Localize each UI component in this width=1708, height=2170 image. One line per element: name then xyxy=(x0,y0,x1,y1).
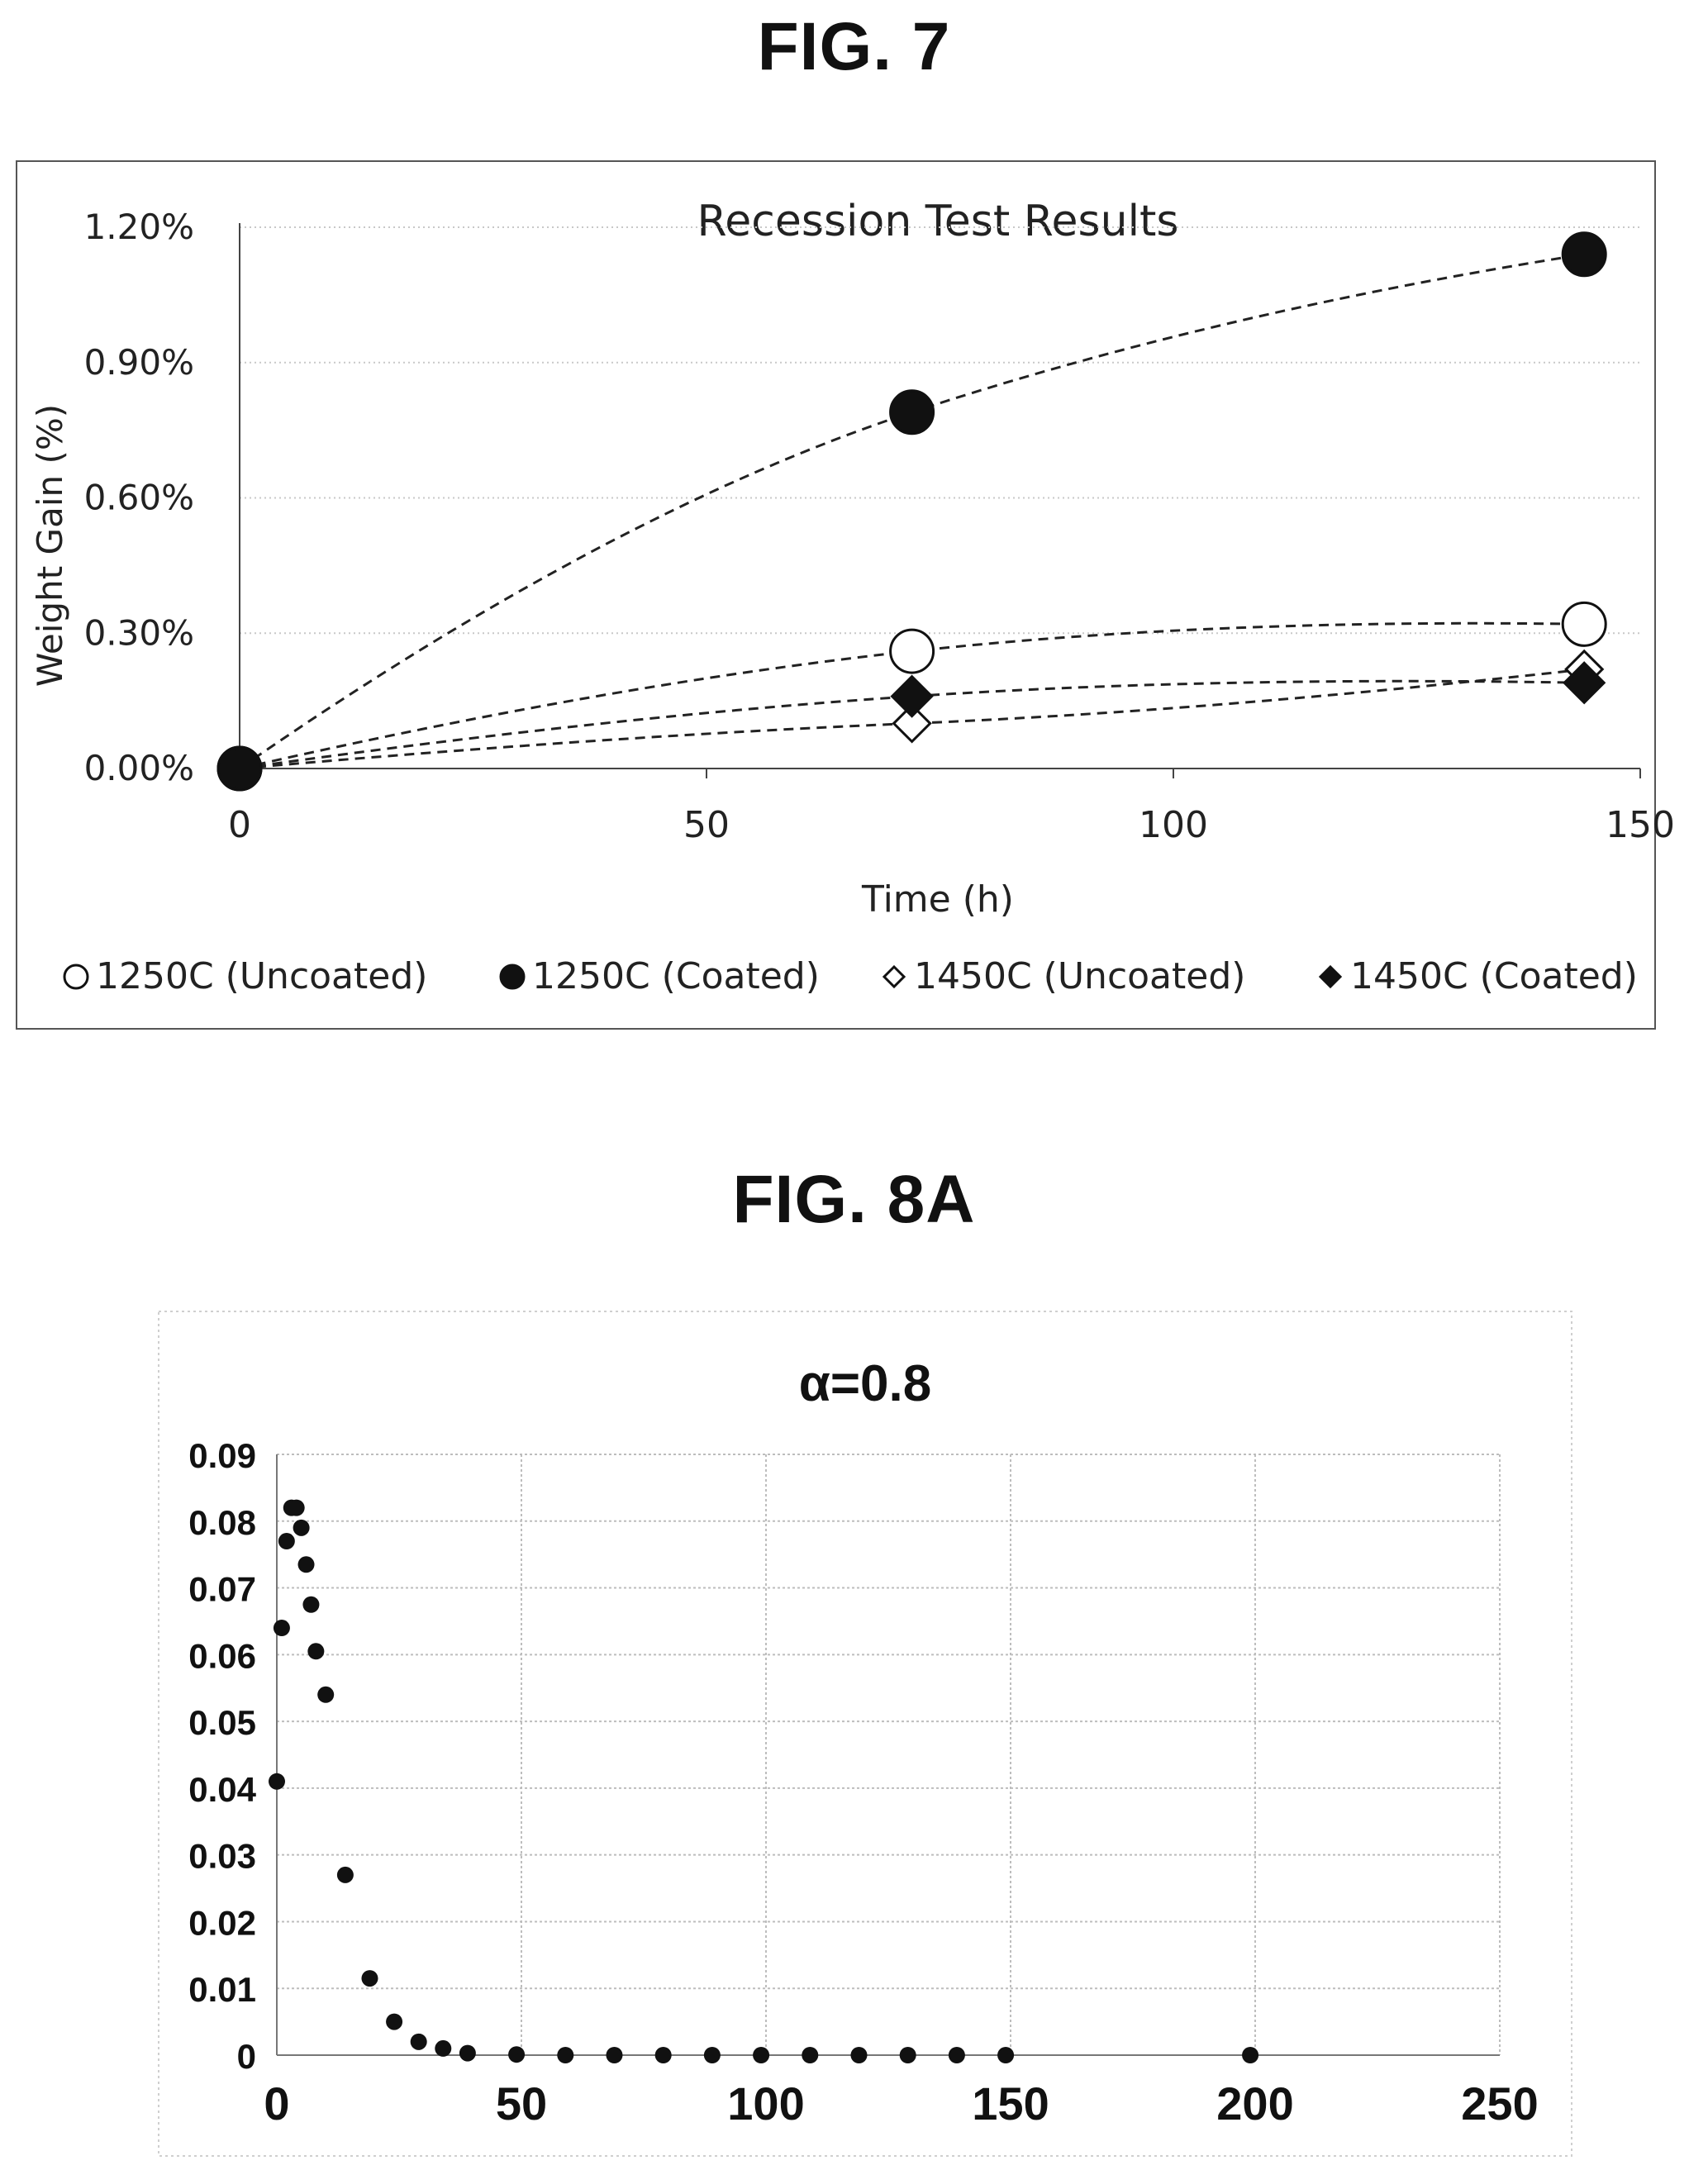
figure-8a-title: FIG. 8A xyxy=(732,1162,976,1237)
marker-series-0-point-2 xyxy=(1561,601,1607,647)
y-tick-label: 0.30% xyxy=(84,612,194,653)
legend-marker-0 xyxy=(63,964,89,990)
marker-series-2-point-1 xyxy=(892,703,932,744)
chart-title: Recession Test Results xyxy=(697,197,1179,246)
marker-series-1-point-1 xyxy=(889,389,935,435)
marker-series-3-point-2 xyxy=(1563,661,1606,705)
marker-series-1-point-2 xyxy=(1561,231,1607,278)
y-axis-label: Weight Gain (%) xyxy=(30,404,70,687)
marker-series-0-point-1 xyxy=(889,628,935,674)
legend-marker-1 xyxy=(499,964,526,990)
legend-label-0: 1250C (Uncoated) xyxy=(96,955,427,997)
trendline-series-2 xyxy=(239,668,1585,770)
x-tick-label: 0 xyxy=(228,804,251,846)
legend-marker-2 xyxy=(882,964,906,989)
legend-marker-3 xyxy=(1318,964,1343,989)
marker-series-3-point-1 xyxy=(890,674,934,718)
axes: 0.00% 0.30% 0.60% 0.90% 1.20% 0 50 100 150 xyxy=(84,207,1675,846)
y-tick-label: 1.20% xyxy=(84,207,194,247)
gridlines xyxy=(240,226,1640,635)
x-tick-label: 100 xyxy=(1139,804,1208,846)
y-tick-label: 0.60% xyxy=(84,478,194,518)
x-tick-label: 150 xyxy=(1606,804,1675,846)
legend: 1250C (Uncoated) 1250C (Coated) 1450C (Unc… xyxy=(63,955,1638,997)
chart-frame xyxy=(16,160,1656,1030)
legend-label-1: 1250C (Coated) xyxy=(532,955,820,997)
y-tick-label: 0.00% xyxy=(84,748,194,788)
legend-label-2: 1450C (Uncoated) xyxy=(914,955,1245,997)
y-tick-label: 0.90% xyxy=(84,342,194,383)
x-axis-label: Time (h) xyxy=(861,878,1014,921)
legend-label-3: 1450C (Coated) xyxy=(1350,955,1638,997)
figure-7-title: FIG. 7 xyxy=(757,9,951,84)
trendline-series-3 xyxy=(239,679,1585,770)
data-markers xyxy=(216,231,1607,792)
marker-series-3-point-0 xyxy=(217,746,262,791)
x-tick-label: 50 xyxy=(683,804,730,846)
